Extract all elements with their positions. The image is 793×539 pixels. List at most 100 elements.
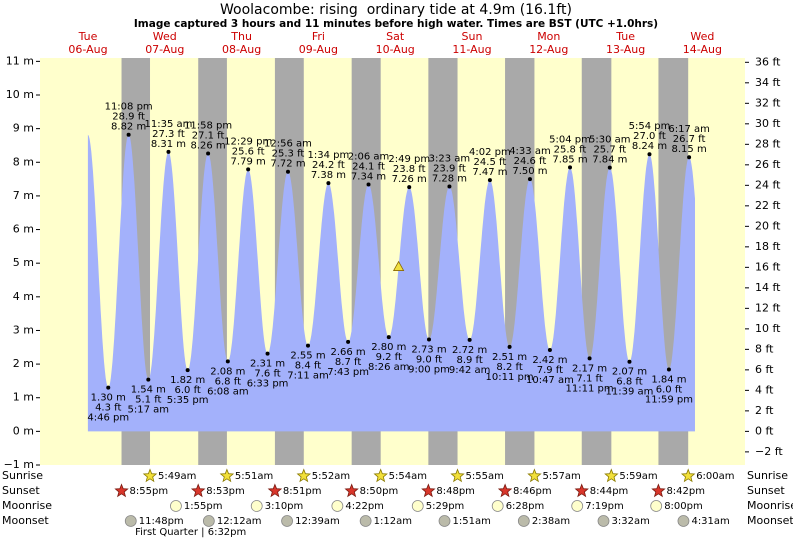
tide-label: 7.84 m xyxy=(592,155,627,166)
tide-point xyxy=(166,149,171,154)
tide-label: 2.42 m xyxy=(532,355,567,366)
tide-label: 27.3 ft xyxy=(152,129,185,140)
tide-label: 1.84 m xyxy=(651,374,686,385)
tide-label: 4:33 am xyxy=(509,146,551,157)
tide-label: 6.8 ft xyxy=(215,376,241,387)
event-time: 5:51am xyxy=(235,471,273,482)
event-time: 7:19pm xyxy=(585,501,624,512)
tide-label: 2.73 m xyxy=(411,345,446,356)
y2-tick-label: 8 ft xyxy=(755,342,774,355)
row-label: Moonrise xyxy=(2,499,52,512)
sun-icon xyxy=(680,468,696,483)
tide-label: 11:11 pm xyxy=(566,383,614,394)
tide-label: 6.8 ft xyxy=(616,377,642,388)
y2-tick-label: 26 ft xyxy=(755,158,781,171)
event-time: 8:48pm xyxy=(436,486,475,497)
day-date: 14-Aug xyxy=(683,43,722,56)
tide-label: 8:26 am xyxy=(368,362,410,373)
tide-label: 2.80 m xyxy=(371,342,406,353)
tide-label: 5:17 am xyxy=(128,405,170,416)
tide-label: 4.3 ft xyxy=(95,403,121,414)
y-tick-label: 9 m xyxy=(13,122,34,135)
sun-icon xyxy=(142,468,158,483)
event-time: 1:55pm xyxy=(184,501,223,512)
tide-label: 8.15 m xyxy=(672,144,707,155)
y2-tick-label: 18 ft xyxy=(755,240,781,253)
moon-icon xyxy=(170,500,182,512)
moon-phase: First Quarter | 6:32pm xyxy=(135,527,246,538)
tide-point xyxy=(587,356,592,361)
y2-tick-label: 2 ft xyxy=(755,404,774,417)
tide-label: 27.0 ft xyxy=(633,131,666,142)
tide-label: 2.31 m xyxy=(250,359,285,370)
tide-label: 24.6 ft xyxy=(514,156,547,167)
y-tick-label: 11 m xyxy=(6,54,34,67)
sun-icon xyxy=(219,468,235,483)
tide-label: 1:34 pm xyxy=(308,150,350,161)
tide-label: 27.1 ft xyxy=(192,131,225,142)
tide-label: 2:49 pm xyxy=(388,154,430,165)
tide-point xyxy=(225,359,230,364)
tide-point xyxy=(647,152,652,157)
day-date: 09-Aug xyxy=(299,43,338,56)
tide-point xyxy=(265,351,270,356)
tide-label: 11:39 am xyxy=(606,387,654,398)
day-date: 12-Aug xyxy=(529,43,568,56)
tide-label: 7:11 am xyxy=(287,371,329,382)
tide-point xyxy=(366,182,371,187)
row-label: Moonrise xyxy=(747,499,793,512)
tide-label: 7.34 m xyxy=(351,171,386,182)
moon-icon xyxy=(677,515,690,527)
tide-point xyxy=(126,132,131,137)
y-tick-label: 1 m xyxy=(13,391,34,404)
event-time: 6:00am xyxy=(696,471,734,482)
moon-icon xyxy=(438,515,451,527)
moon-icon xyxy=(571,500,584,512)
tide-label: 24.2 ft xyxy=(312,160,345,171)
event-time: 11:48pm xyxy=(139,516,184,527)
row-label: Sunset xyxy=(2,484,40,497)
tide-label: 7.9 ft xyxy=(537,365,563,376)
tide-point xyxy=(146,377,151,382)
tide-label: 2.08 m xyxy=(210,366,245,377)
event-time: 8:44pm xyxy=(590,486,629,497)
event-time: 8:42pm xyxy=(666,486,705,497)
tide-point xyxy=(467,337,472,342)
tide-point xyxy=(507,344,512,349)
y-tick-label: 3 m xyxy=(13,323,34,336)
event-time: 5:54am xyxy=(389,471,427,482)
event-time: 8:53pm xyxy=(206,486,245,497)
tide-label: 2.72 m xyxy=(452,345,487,356)
day-date: 07-Aug xyxy=(145,43,184,56)
event-time: 8:50pm xyxy=(360,486,399,497)
y2-tick-label: 20 ft xyxy=(755,219,781,232)
tide-label: 5:54 pm xyxy=(629,121,671,132)
y-tick-label: 5 m xyxy=(13,256,34,269)
tide-label: 7.38 m xyxy=(311,170,346,181)
event-time: 4:22pm xyxy=(345,501,384,512)
tide-label: 11:59 pm xyxy=(645,394,693,405)
tide-point xyxy=(607,165,612,170)
day-name: Sun xyxy=(462,30,483,43)
sun-icon xyxy=(497,483,513,498)
tide-point xyxy=(346,339,351,344)
sun-icon xyxy=(344,483,359,498)
tide-point xyxy=(547,347,552,352)
y2-tick-label: 10 ft xyxy=(755,322,781,335)
tide-label: 24.1 ft xyxy=(352,161,385,172)
tide-point xyxy=(185,368,190,373)
tide-label: 8.7 ft xyxy=(335,357,361,368)
day-date: 06-Aug xyxy=(68,43,107,56)
tide-label: 10:11 pm xyxy=(486,372,534,383)
tide-label: 6:08 am xyxy=(207,386,249,397)
y2-tick-label: −2 ft xyxy=(755,445,783,458)
tide-label: 7.6 ft xyxy=(254,369,280,380)
y-tick-label: 8 m xyxy=(13,155,34,168)
sun-icon xyxy=(114,483,129,498)
tide-label: 2.55 m xyxy=(290,351,325,362)
tide-label: 3:23 am xyxy=(429,153,471,164)
tide-label: 7.47 m xyxy=(472,167,507,178)
tide-label: 7.85 m xyxy=(552,154,587,165)
y2-tick-label: 12 ft xyxy=(755,301,781,314)
moon-icon xyxy=(359,515,372,527)
